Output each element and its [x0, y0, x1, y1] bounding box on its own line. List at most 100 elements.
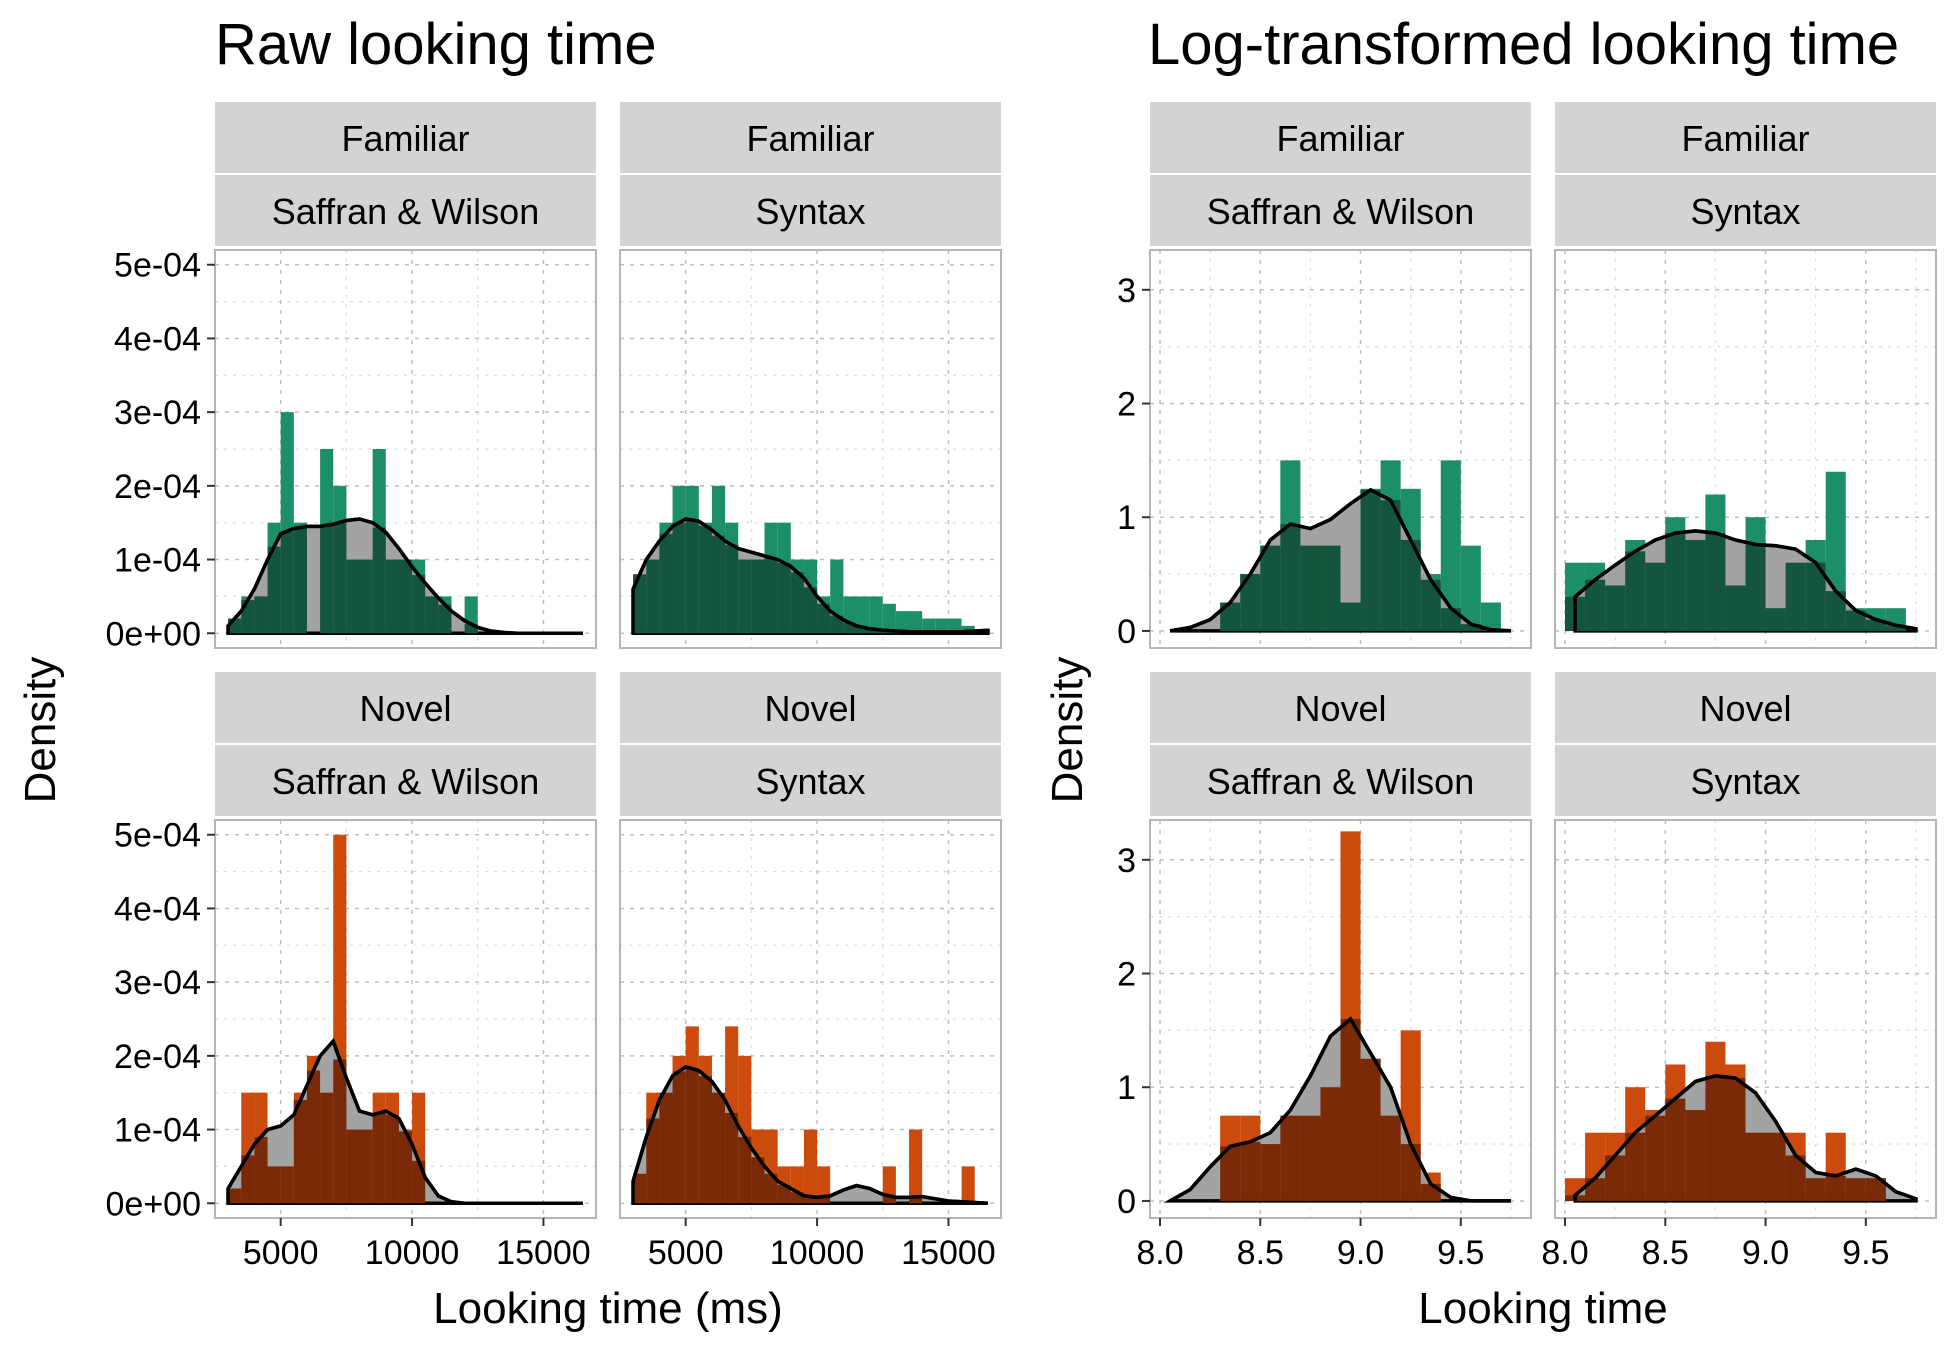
histogram-bar-overlap	[1300, 545, 1321, 631]
x-tick-label: 9.0	[1742, 1234, 1789, 1272]
panel-border	[1149, 819, 1532, 1219]
panel-log-novel-syntax	[1554, 819, 1937, 1219]
histogram-bar-overlap	[1340, 1019, 1361, 1201]
panel-border	[1149, 249, 1532, 649]
histogram-bar-overlap	[856, 627, 870, 634]
histogram-bar-overlap	[254, 596, 268, 634]
left-y-axis-title: Density	[16, 657, 65, 804]
histogram-bar	[1440, 460, 1461, 631]
histogram-bar-overlap	[1420, 579, 1441, 631]
histogram-bar	[961, 1166, 975, 1204]
histogram-bar-overlap	[293, 527, 307, 634]
histogram-bar-overlap	[1845, 1178, 1866, 1201]
histogram-bar	[935, 618, 949, 634]
histogram-bar-overlap	[738, 559, 752, 634]
histogram-bar-overlap	[751, 1157, 765, 1204]
left-title: Raw looking time	[215, 12, 657, 77]
histogram-bar-overlap	[1260, 545, 1281, 631]
histogram-bar-overlap	[1765, 608, 1786, 631]
histogram-bar-overlap	[1605, 585, 1626, 631]
histogram-bar-overlap	[1625, 551, 1646, 631]
histogram-bar-overlap	[1725, 1078, 1746, 1201]
histogram-bar-overlap	[1645, 1115, 1666, 1201]
y-tick-label: 0e+00	[106, 615, 202, 653]
left-x-axis-title: Looking time (ms)	[433, 1284, 783, 1333]
y-tick-label: 1e-04	[114, 542, 201, 580]
histogram-bar-overlap	[1685, 1109, 1706, 1201]
y-tick-label: 1	[1117, 1069, 1136, 1107]
density-outline	[1169, 487, 1511, 633]
histogram-bar-overlap	[1625, 1132, 1646, 1201]
y-tick-label: 0	[1117, 613, 1136, 651]
histogram-bar-overlap	[359, 559, 373, 634]
strip-col-label: Saffran & Wilson	[1207, 191, 1474, 232]
histogram-bar-overlap	[228, 1188, 242, 1204]
histogram-bar-overlap	[359, 1129, 373, 1204]
histogram-bar-overlap	[1705, 1075, 1726, 1201]
density-outline	[631, 1064, 989, 1206]
x-tick-label: 15000	[496, 1234, 591, 1272]
histogram-bar-overlap	[1360, 1058, 1381, 1201]
histogram-bar-overlap	[1360, 489, 1381, 631]
strip-row-label: Familiar	[746, 118, 874, 159]
y-tick-label: 3	[1117, 842, 1136, 880]
strip-col-label: Syntax	[755, 191, 865, 232]
histogram-bar-overlap	[1400, 1144, 1421, 1201]
y-tick-label: 2	[1117, 956, 1136, 994]
histogram-bar-overlap	[1220, 602, 1241, 631]
y-tick-label: 4e-04	[114, 890, 201, 928]
histogram-bar-overlap	[1340, 602, 1361, 631]
histogram-bar-overlap	[1745, 544, 1766, 631]
histogram-bar-overlap	[306, 1070, 321, 1204]
y-tick-label: 3e-04	[114, 964, 201, 1002]
histogram-bar-overlap	[1725, 585, 1746, 631]
y-tick-label: 3	[1117, 272, 1136, 310]
strip-col-label: Syntax	[1690, 191, 1800, 232]
y-tick-label: 2	[1117, 386, 1136, 424]
x-tick-label: 9.5	[1842, 1234, 1889, 1272]
histogram-bar-overlap	[1585, 1178, 1606, 1201]
histogram-bar-overlap	[1745, 1132, 1766, 1201]
histogram-bar-overlap	[685, 1068, 699, 1204]
histogram-bar	[1480, 602, 1501, 631]
x-tick-label: 10000	[365, 1234, 460, 1272]
histogram-bar-overlap	[633, 1173, 647, 1204]
histogram-bar	[817, 1166, 831, 1204]
histogram-bar-overlap	[372, 1112, 386, 1204]
histogram-bar-overlap	[843, 622, 857, 634]
x-tick-label: 9.5	[1437, 1234, 1484, 1272]
histogram-bar-overlap	[764, 557, 778, 634]
strip-row-label: Novel	[1699, 688, 1791, 729]
strip-row-label: Novel	[1294, 688, 1386, 729]
x-tick-label: 8.0	[1136, 1234, 1183, 1272]
strip-row-label: Familiar	[341, 118, 469, 159]
histogram-bar-overlap	[1380, 1115, 1401, 1201]
histogram-bar	[922, 618, 936, 634]
histogram-bar-overlap	[1400, 539, 1421, 631]
histogram-bar-overlap	[1665, 1098, 1686, 1201]
panel-border	[1554, 249, 1937, 649]
histogram-bar-overlap	[1845, 610, 1866, 631]
histogram-bar-overlap	[1420, 1183, 1441, 1201]
histogram-bar-overlap	[817, 1196, 831, 1204]
panel-border	[214, 249, 597, 649]
histogram-bar-overlap	[1765, 1132, 1786, 1201]
histogram-bar-overlap	[1865, 1178, 1886, 1201]
density-outline	[1573, 529, 1918, 631]
y-tick-label: 5e-04	[114, 817, 201, 855]
strip-col-label: Saffran & Wilson	[1207, 761, 1474, 802]
histogram-bar-overlap	[672, 522, 686, 634]
panel-raw-familiar-syntax	[619, 249, 1002, 649]
histogram-bar	[1460, 545, 1481, 631]
x-tick-label: 5000	[243, 1234, 319, 1272]
panel-border	[619, 819, 1002, 1219]
histogram-bar-overlap	[1785, 562, 1806, 631]
histogram-bar-overlap	[1300, 1115, 1321, 1201]
strip-row-label: Familiar	[1681, 118, 1809, 159]
y-tick-label: 4e-04	[114, 320, 201, 358]
y-tick-label: 0e+00	[106, 1185, 202, 1223]
histogram-bar-overlap	[1320, 1087, 1341, 1201]
panel-raw-novel-saffran-wilson	[214, 819, 597, 1219]
histogram-bar	[909, 611, 923, 634]
